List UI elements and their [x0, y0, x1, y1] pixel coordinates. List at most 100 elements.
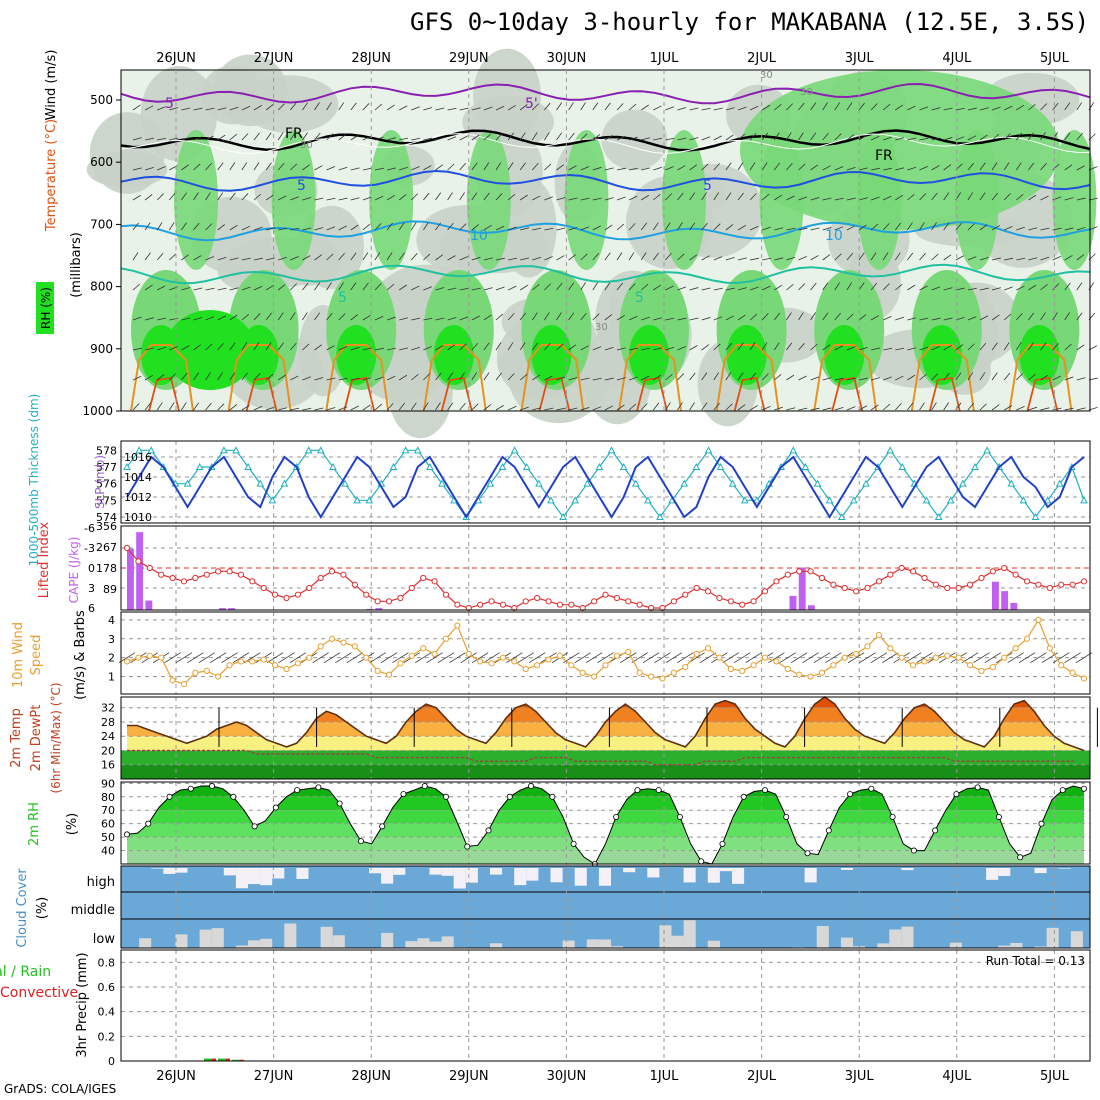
ytick-label: 800	[90, 280, 113, 294]
wind-barb	[858, 405, 868, 411]
rh-patch-bright	[629, 325, 669, 385]
rh-patch-bright	[726, 325, 767, 385]
wind-barb	[568, 165, 577, 171]
thickness-point	[1019, 496, 1028, 504]
wind-speed-point	[260, 656, 267, 663]
wind-barb	[737, 133, 746, 141]
wind-barb	[822, 344, 831, 351]
wind-barb	[858, 252, 865, 261]
wind-barb	[181, 372, 188, 381]
wind-barb	[544, 256, 553, 261]
rh-point	[528, 783, 535, 790]
wind-barb	[290, 342, 297, 351]
wind-barb	[265, 227, 275, 231]
wind-barb	[592, 313, 600, 321]
wind-barb	[774, 257, 784, 261]
wind-barb	[289, 652, 307, 664]
wind-barb	[411, 285, 420, 291]
cloud-high	[248, 868, 261, 885]
wind-barb	[205, 287, 215, 291]
wind-barb	[326, 226, 336, 231]
wind-barb	[943, 137, 953, 141]
wind-barb	[187, 652, 204, 664]
rh-patch-green	[369, 130, 414, 270]
wind-barb	[822, 227, 832, 231]
wind-barb	[883, 376, 892, 381]
wind-barb	[883, 136, 892, 141]
wind-barb	[435, 402, 441, 411]
wind-barb	[701, 136, 711, 141]
wind-barb	[423, 165, 432, 171]
wind-barb	[967, 372, 974, 381]
wind-barb	[132, 252, 139, 261]
wind-barb	[786, 227, 796, 231]
li-point	[545, 598, 552, 605]
contour-label: 10	[825, 228, 843, 244]
rh-point	[421, 783, 428, 790]
wind-barb	[326, 407, 336, 411]
panel-frame	[120, 865, 1091, 949]
wind-barb	[943, 287, 953, 291]
wind-barb	[278, 195, 287, 201]
wind-barb	[437, 652, 455, 664]
li-point	[123, 544, 131, 552]
wind-barb	[640, 222, 648, 231]
wind-barb	[205, 402, 212, 411]
wind-barb	[737, 342, 744, 351]
rh-point	[570, 840, 577, 847]
thickness-point	[753, 496, 761, 504]
thickness-point	[413, 446, 422, 454]
cloud-low	[707, 940, 720, 948]
wind-barb	[350, 282, 357, 291]
li-point	[727, 598, 734, 605]
li-point	[978, 574, 985, 582]
li-point	[237, 571, 245, 578]
wind-barb	[907, 402, 914, 411]
wind-barb	[616, 196, 626, 201]
wind-barb	[834, 312, 841, 321]
cloud-high	[272, 868, 285, 879]
wind-barb	[677, 402, 683, 411]
wind-barb	[193, 192, 199, 201]
rh-ylabel2: (%)	[65, 813, 80, 836]
wind-barb	[749, 133, 757, 141]
cape-bar	[789, 595, 797, 610]
wind-barb	[991, 287, 1001, 291]
wind-barb	[362, 252, 369, 261]
wind-barb	[1052, 343, 1059, 351]
wind-barb	[435, 164, 444, 171]
li-point	[602, 591, 609, 598]
slp-tick: 1010	[124, 511, 152, 524]
wind-speed-point	[887, 645, 894, 652]
wind-barb	[967, 192, 974, 201]
thickness-point	[268, 496, 277, 504]
wind-barb	[568, 132, 575, 141]
wind-speed-point	[830, 662, 837, 669]
wind-barb	[144, 194, 153, 201]
thickness-point	[559, 512, 567, 520]
wind-barb	[556, 312, 562, 321]
precip-ylabel3: 3hr Precip (mm)	[75, 952, 90, 1057]
rain-bar	[204, 1058, 212, 1061]
wind-barb	[277, 103, 285, 111]
rh-patch-bright	[433, 325, 474, 385]
wind-barb	[677, 137, 687, 141]
wind-speed-point	[442, 635, 450, 642]
wind-barb	[604, 134, 613, 141]
wind-speed-point	[180, 681, 188, 688]
wind-barb	[302, 376, 311, 381]
wind-barb	[604, 102, 611, 111]
wind-barb	[1076, 344, 1085, 351]
wind-barb	[846, 166, 856, 171]
wind-barb	[991, 342, 998, 351]
wind-barb	[810, 376, 820, 381]
wind-barb	[725, 287, 735, 291]
cloud-high	[441, 868, 454, 876]
cloud-high	[901, 868, 914, 871]
wind-barb	[241, 313, 249, 321]
wind-barb	[580, 102, 586, 111]
wind-speed-point	[670, 669, 677, 676]
wind-barb	[507, 342, 514, 351]
wind-barb	[338, 377, 348, 381]
wind-barb	[725, 315, 735, 321]
